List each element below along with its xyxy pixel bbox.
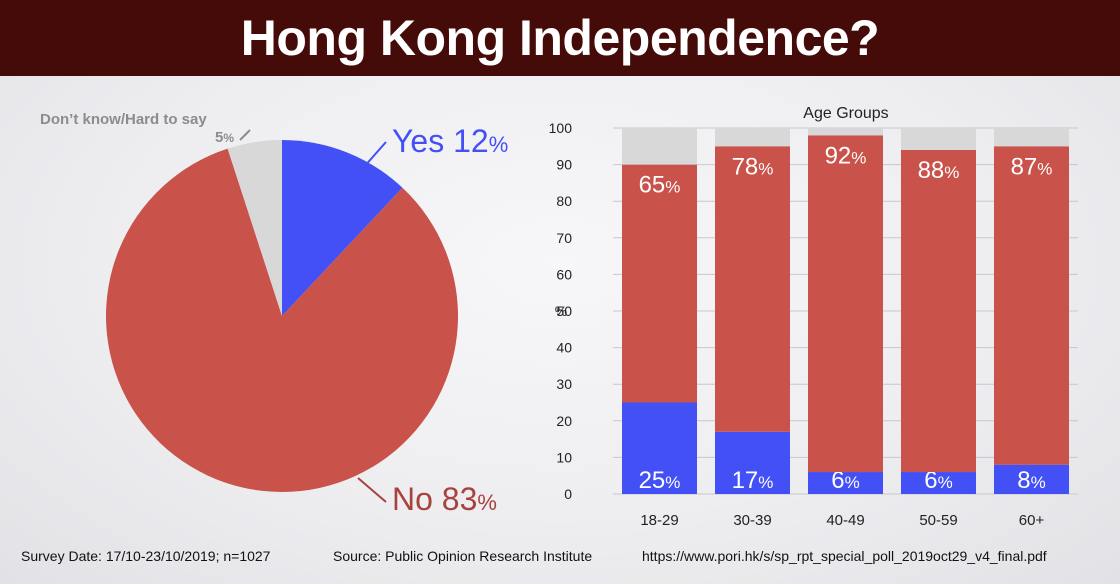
bar-no-40-49 [808,135,883,473]
x-tick-label-60: 60+ [1019,512,1045,529]
bar-label-yes-18-29: 25% [639,467,681,494]
y-tick-label: 50 [556,303,572,319]
bar-no-18-29 [622,164,697,403]
pie-label-yes: Yes 12% [392,123,508,159]
bar-label-no-30-39: 78% [732,153,774,180]
pie-value-don-t-know-hard-to-say: 5% [215,129,234,146]
bar-label-no-60: 87% [1011,153,1053,180]
bar-yes-30-39 [715,431,790,494]
y-tick-label: 0 [564,486,572,502]
bar-dk-40-49 [808,128,883,136]
survey-date: Survey Date: 17/10-23/10/2019; n=1027 [21,548,271,564]
y-tick-label: 20 [556,413,572,429]
title-banner: Hong Kong Independence? [0,0,1120,76]
bar-no-50-59 [901,149,976,473]
y-tick-label: 10 [556,449,572,465]
page-title: Hong Kong Independence? [240,10,880,66]
pie-slice-don-t-know-hard-to-say [227,140,282,316]
bar-label-no-18-29: 65% [639,172,681,199]
source-url[interactable]: https://www.pori.hk/s/sp_rpt_special_pol… [642,548,1047,564]
bar-yes-40-49 [808,472,883,494]
pie-label-no: No 83% [392,481,497,517]
bar-dk-30-39 [715,128,790,147]
bar-no-30-39 [715,146,790,432]
x-tick-label-30-39: 30-39 [733,512,771,529]
bar-label-yes-50-59: 6% [924,467,952,494]
bar-dk-60 [994,128,1069,147]
bar-yes-18-29 [622,402,697,494]
bar-label-yes-60: 8% [1017,467,1045,494]
y-tick-label: 90 [556,157,572,173]
bar-label-yes-40-49: 6% [831,467,859,494]
x-tick-label-18-29: 18-29 [640,512,678,529]
bar-no-60 [994,146,1069,465]
x-tick-label-50-59: 50-59 [919,512,957,529]
x-tick-label-40-49: 40-49 [826,512,864,529]
pie-leader-don-t-know-hard-to-say [239,129,251,141]
source-text: Source: Public Opinion Research Institut… [333,548,593,564]
bar-yes-50-59 [901,472,976,494]
y-tick-label: 60 [556,266,572,282]
y-tick-label: 70 [556,230,572,246]
pie-label-don-t-know-hard-to-say: Don’t know/Hard to say [40,111,207,128]
footer: Survey Date: 17/10-23/10/2019; n=1027 So… [0,548,1120,572]
y-tick-label: 40 [556,340,572,356]
bar-yes-60 [994,464,1069,494]
age-groups-bar-chart: 0 10 20 30 40 50 60 70 80 90 100 Age Groups% 25% 65% 1… [549,105,1078,529]
pie-slice-yes [282,140,403,316]
y-axis-label: % [555,303,567,319]
bar-dk-18-29 [622,128,697,165]
pie-leader-no [357,477,387,503]
pie-slice-no [106,148,459,493]
bar-label-yes-30-39: 17% [732,467,774,494]
pie-chart: Yes 12% No 83% Don’t know/Hard to say 5% [40,111,508,517]
bar-dk-50-59 [901,128,976,150]
y-tick-label: 80 [556,193,572,209]
y-tick-label: 100 [549,120,573,136]
bar-label-no-50-59: 88% [918,157,960,184]
bar-label-no-40-49: 92% [825,142,867,169]
pie-leader-yes [355,141,387,177]
y-tick-label: 30 [556,376,572,392]
chart-title: Age Groups [803,105,888,122]
